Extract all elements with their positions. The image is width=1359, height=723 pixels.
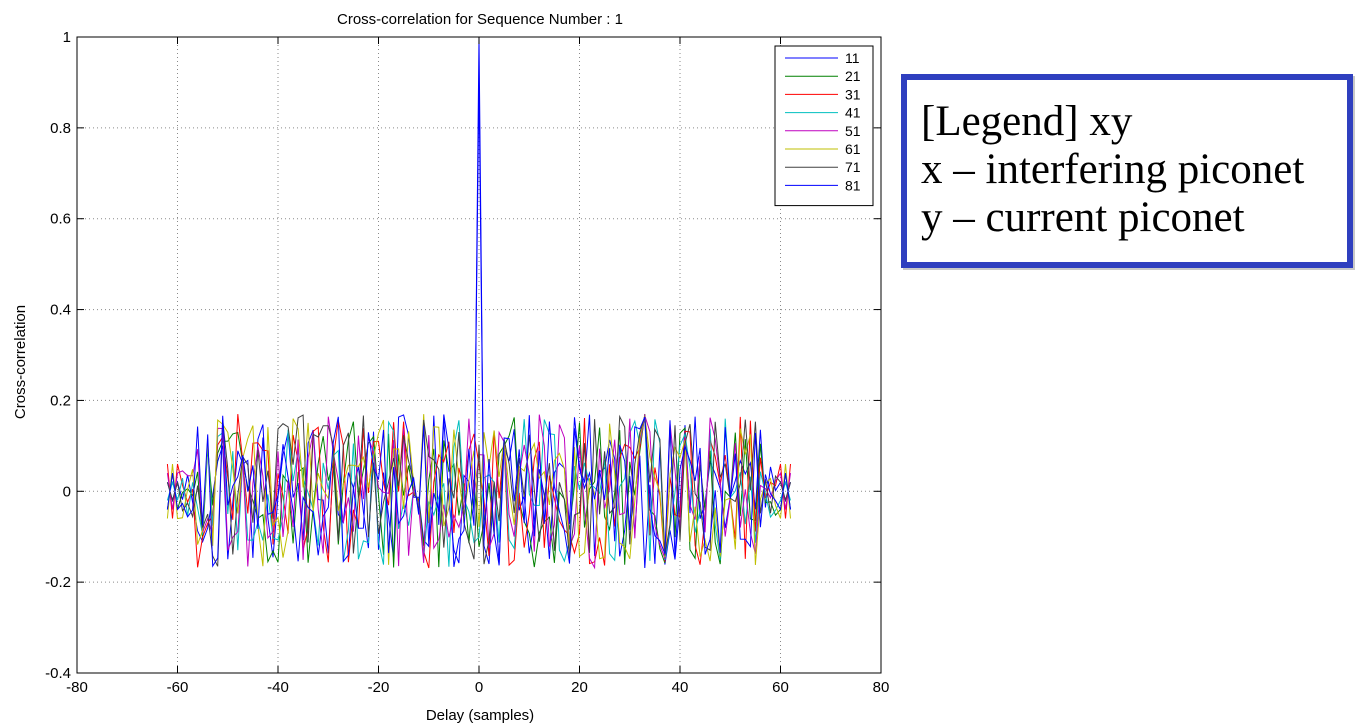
legend-label-81: 81 [845,177,861,193]
x-tick-label: 0 [475,679,483,696]
y-tick-label: -0.4 [45,665,71,682]
y-tick-label: 0.8 [50,120,71,137]
x-tick-label: -60 [167,679,189,696]
legend-label-71: 71 [845,159,861,175]
y-tick-label: 0.4 [50,302,71,319]
note-line-3: y – current piconet [921,194,1245,241]
note-line-1: [Legend] xy [921,98,1133,145]
series-line-71 [166,414,791,567]
x-tick-label: -20 [368,679,390,696]
legend-label-31: 31 [845,86,861,102]
chart-title: Cross-correlation for Sequence Number : … [337,11,623,28]
x-tick-label: -40 [267,679,289,696]
y-tick-label: -0.2 [45,574,71,591]
legend-explanation-box: [Legend] xy x – interfering piconet y – … [901,74,1353,268]
legend-label-51: 51 [845,123,861,139]
legend-box [774,45,874,207]
legend-label-61: 61 [845,141,861,157]
x-tick-label: 20 [571,679,588,696]
note-line-2: x – interfering piconet [921,146,1305,193]
series-line-81 [166,82,791,568]
x-tick-label: -80 [66,679,88,696]
legend-label-41: 41 [845,105,861,121]
legend-label-11: 11 [845,50,860,66]
x-tick-label: 60 [772,679,789,696]
y-tick-label: 0 [63,483,71,500]
series-line-41 [166,415,791,567]
y-tick-label: 0.6 [50,211,71,228]
series-line-61 [166,414,791,567]
x-axis-label: Delay (samples) [426,707,534,723]
y-axis-label: Cross-correlation [12,305,29,419]
chart-legend: 11 21 31 41 51 61 71 81 [774,45,874,207]
plot-area [77,37,881,673]
legend-label-21: 21 [845,68,861,84]
x-tick-label: 80 [873,679,890,696]
x-tick-label: 40 [672,679,689,696]
y-tick-label: 1 [63,29,71,46]
y-tick-label: 0.2 [50,392,71,409]
